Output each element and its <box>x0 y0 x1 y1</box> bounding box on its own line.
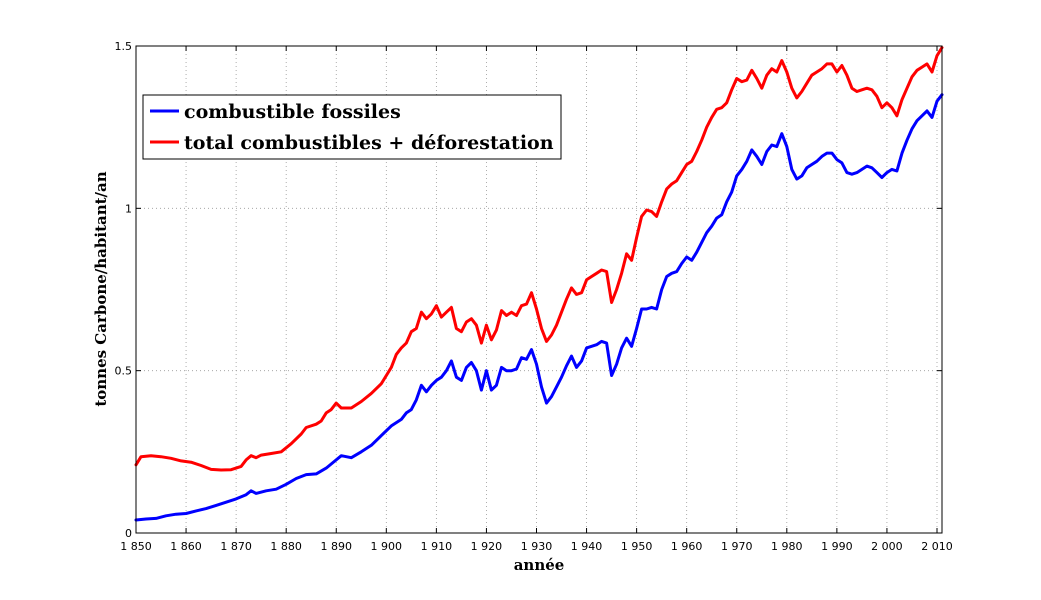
x-tick-label: 1 850 <box>120 540 152 553</box>
x-tick-label: 1 920 <box>471 540 503 553</box>
y-tick-label: 0.5 <box>115 365 133 378</box>
x-axis-title: année <box>514 556 565 574</box>
legend-box <box>142 94 562 160</box>
x-tick-label: 1 880 <box>270 540 302 553</box>
x-tick-label: 1 970 <box>721 540 753 553</box>
y-tick-label: 1 <box>125 202 132 215</box>
y-tick-label: 0 <box>125 527 132 540</box>
x-tick-label: 1 950 <box>621 540 653 553</box>
legend-label-total: total combustibles + déforestation <box>184 132 554 154</box>
axis-ticks: 1 850 1 860 1 870 1 880 1 890 1 900 1 910 1 920… <box>115 40 953 553</box>
x-tick-label: 1 870 <box>220 540 252 553</box>
x-tick-label: 1 900 <box>371 540 403 553</box>
x-tick-label: 2 010 <box>921 540 953 553</box>
y-axis-title: tonnes Carbone/habitant/an <box>92 171 110 406</box>
series-lines <box>134 46 944 522</box>
x-tick-label: 1 910 <box>421 540 453 553</box>
y-tick-label: 1.5 <box>115 40 133 53</box>
x-tick-label: 1 860 <box>170 540 202 553</box>
x-tick-label: 1 890 <box>320 540 352 553</box>
legend-label-fossil: combustible fossiles <box>184 101 401 123</box>
series-line-0 <box>134 93 944 522</box>
x-tick-label: 1 990 <box>821 540 853 553</box>
x-tick-label: 1 940 <box>571 540 603 553</box>
series-line-1 <box>134 46 944 472</box>
x-tick-label: 1 930 <box>521 540 553 553</box>
x-tick-label: 2 000 <box>871 540 903 553</box>
plot-frame <box>135 45 943 534</box>
x-tick-label: 1 980 <box>771 540 803 553</box>
x-tick-label: 1 960 <box>671 540 703 553</box>
legend: combustible fossiles total combustibles … <box>142 94 562 160</box>
